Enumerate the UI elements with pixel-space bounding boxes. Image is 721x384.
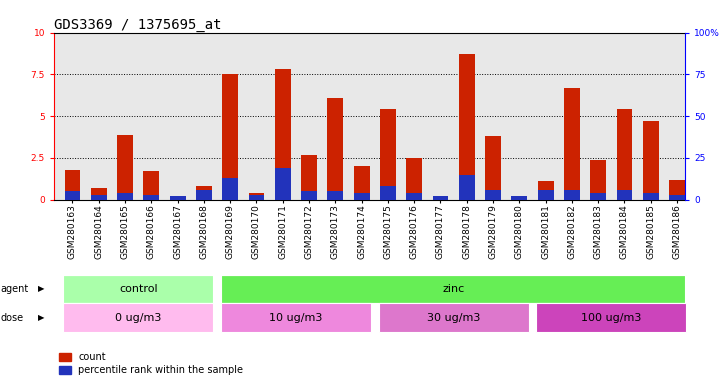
Text: ▶: ▶ [37, 313, 44, 322]
Bar [222, 74, 238, 200]
Bar [327, 98, 343, 200]
Text: agent: agent [1, 284, 29, 294]
Bar [590, 160, 606, 200]
Text: 100 ug/m3: 100 ug/m3 [581, 313, 642, 323]
Text: GDS3369 / 1375695_at: GDS3369 / 1375695_at [54, 18, 221, 31]
Bar [433, 196, 448, 200]
Bar [380, 186, 396, 200]
Bar [564, 88, 580, 200]
Bar [117, 134, 133, 200]
Text: zinc: zinc [443, 284, 465, 294]
Bar [196, 190, 212, 200]
Bar [249, 195, 265, 200]
Bar [459, 55, 474, 200]
Bar [65, 191, 80, 200]
Bar [91, 195, 107, 200]
Bar [564, 190, 580, 200]
Bar [616, 190, 632, 200]
Text: 30 ug/m3: 30 ug/m3 [427, 313, 480, 323]
Bar [143, 195, 159, 200]
Bar [354, 166, 369, 200]
Bar [222, 178, 238, 200]
Text: 10 ug/m3: 10 ug/m3 [269, 313, 322, 323]
Bar [590, 193, 606, 200]
Bar [275, 70, 291, 200]
Bar [407, 158, 422, 200]
Bar [117, 193, 133, 200]
Legend: count, percentile rank within the sample: count, percentile rank within the sample [59, 353, 244, 375]
Bar [485, 190, 501, 200]
Bar [380, 109, 396, 200]
Bar [327, 191, 343, 200]
Text: 0 ug/m3: 0 ug/m3 [115, 313, 162, 323]
Bar [169, 196, 185, 200]
Bar [301, 191, 317, 200]
Bar [485, 136, 501, 200]
Text: ▶: ▶ [37, 285, 44, 293]
Text: control: control [119, 284, 157, 294]
Text: dose: dose [1, 313, 24, 323]
Bar [643, 193, 659, 200]
Bar [459, 175, 474, 200]
Bar [275, 168, 291, 200]
Bar [65, 170, 80, 200]
Bar [643, 121, 659, 200]
Bar [407, 193, 422, 200]
Bar [616, 109, 632, 200]
Bar [538, 190, 554, 200]
Bar [669, 195, 685, 200]
Bar [538, 181, 554, 200]
Bar [143, 171, 159, 200]
Bar [354, 193, 369, 200]
Bar [249, 193, 265, 200]
Bar [196, 186, 212, 200]
Bar [511, 196, 527, 200]
Bar [669, 180, 685, 200]
Bar [91, 188, 107, 200]
Bar [301, 155, 317, 200]
